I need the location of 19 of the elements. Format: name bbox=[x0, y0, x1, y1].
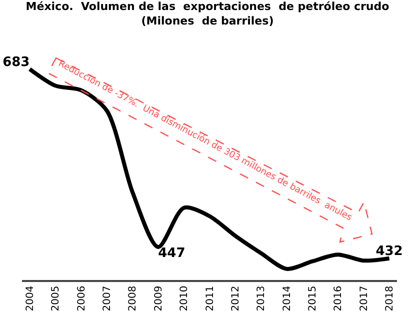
x-tick-label: 2011 bbox=[204, 286, 216, 312]
x-tick-label: 2013 bbox=[256, 286, 268, 312]
x-tick-label: 2007 bbox=[102, 286, 114, 312]
x-tick-label: 2006 bbox=[76, 286, 88, 312]
x-tick-label: 2017 bbox=[358, 286, 370, 312]
x-tick-label: 2014 bbox=[282, 286, 293, 312]
x-tick-label: 2010 bbox=[179, 286, 190, 312]
x-tick-label: 2015 bbox=[307, 286, 318, 312]
data-label: 432 bbox=[376, 244, 403, 260]
x-tick-label: 2016 bbox=[333, 286, 344, 312]
x-tick-label: 2012 bbox=[230, 286, 242, 312]
chart-title: México. Volumen de las exportaciones de petróleo crudo (Milones de barriles) bbox=[26, 0, 390, 28]
x-tick-label: 2018 bbox=[384, 286, 396, 312]
x-tick-label: 2005 bbox=[50, 286, 62, 312]
data-label: 683 bbox=[2, 54, 30, 70]
x-tick-label: 2004 bbox=[24, 286, 36, 312]
data-label: 447 bbox=[158, 246, 186, 261]
x-tick-label: 2009 bbox=[153, 286, 164, 312]
x-tick-label: 2008 bbox=[128, 286, 139, 312]
